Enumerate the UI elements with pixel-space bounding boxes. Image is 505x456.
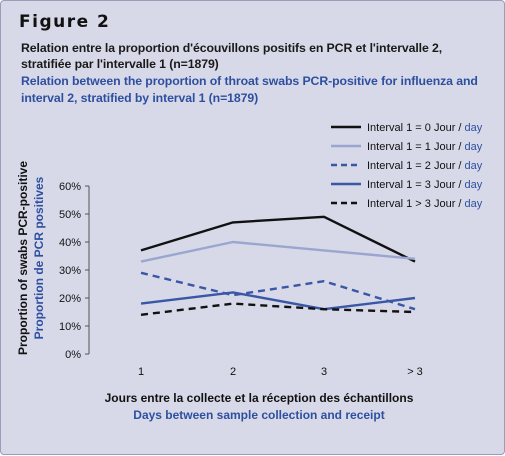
legend-label-fr: Interval 1 > 3 Jour /	[367, 198, 465, 210]
y-tick-label: 10%	[59, 321, 81, 333]
legend-label-fr: Interval 1 = 3 Jour /	[367, 179, 465, 191]
x-axis-title-fr: Jours entre la collecte et la réception …	[105, 391, 414, 405]
x-tick-label: 3	[321, 366, 327, 378]
legend-label: Interval 1 = 1 Jour / day	[367, 141, 483, 153]
legend-label-fr: Interval 1 = 0 Jour /	[367, 122, 465, 134]
legend-label-fr: Interval 1 = 2 Jour /	[367, 160, 465, 172]
title-fr-line1: Relation entre la proportion d'écouvillo…	[21, 41, 443, 55]
y-tick-label: 50%	[59, 209, 81, 221]
title-fr-line2: stratifiée par l'intervalle 1 (n=1879)	[21, 57, 219, 71]
y-tick-label: 30%	[59, 265, 81, 277]
legend-label: Interval 1 = 0 Jour / day	[367, 122, 483, 134]
legend-label-en: day	[465, 198, 483, 210]
legend-label: Interval 1 = 3 Jour / day	[367, 179, 483, 191]
legend-label-en: day	[465, 179, 483, 191]
series-line-5	[140, 302, 416, 316]
y-tick-label: 20%	[59, 293, 81, 305]
series-line-4	[140, 291, 416, 311]
series-line-1	[140, 215, 416, 263]
legend-label: Interval 1 > 3 Jour / day	[367, 198, 483, 210]
x-tick-label: > 3	[407, 366, 423, 378]
y-axis-title-en: Proportion of swabs PCR-positive	[16, 161, 30, 355]
y-tick-label: 40%	[59, 237, 81, 249]
y-axis-title-fr: Proportion de PCR positives	[32, 176, 46, 339]
title-en-line1: Relation between the proportion of throa…	[21, 74, 478, 88]
legend-label: Interval 1 = 2 Jour / day	[367, 160, 483, 172]
y-tick-label: 0%	[65, 349, 81, 361]
figure-heading: Figure 2	[19, 12, 111, 32]
legend-label-fr: Interval 1 = 1 Jour /	[367, 141, 465, 153]
series-line-2	[140, 240, 416, 263]
legend-label-en: day	[465, 160, 483, 172]
x-axis-title-en: Days between sample collection and recei…	[133, 408, 384, 422]
title-en-line2: interval 2, stratified by interval 1 (n=…	[21, 91, 259, 105]
series-line-3	[140, 271, 416, 311]
legend-label-en: day	[465, 141, 483, 153]
legend-label-en: day	[465, 122, 483, 134]
x-tick-label: 1	[138, 366, 144, 378]
x-tick-label: 2	[230, 366, 236, 378]
y-tick-label: 60%	[59, 181, 81, 193]
